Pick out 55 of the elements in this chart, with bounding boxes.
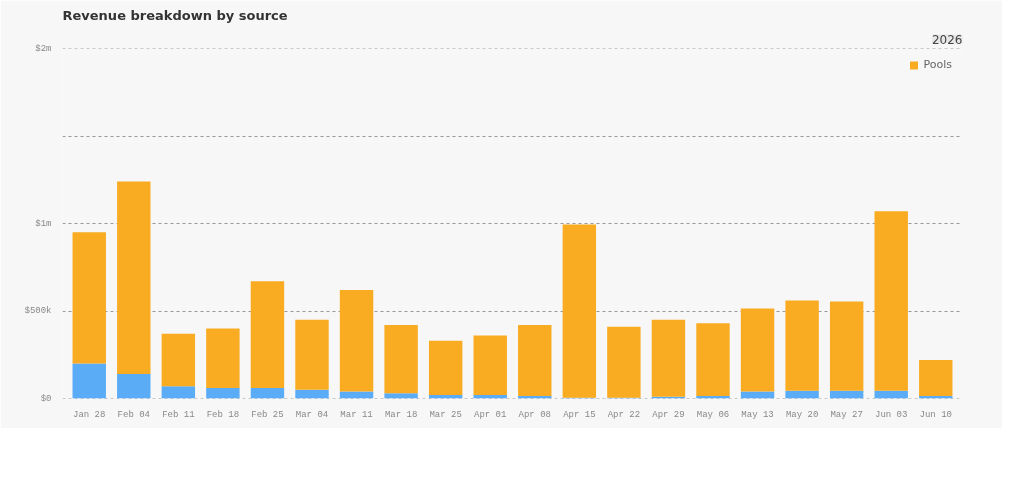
bar [919,360,953,396]
bar [72,363,106,399]
bar [161,333,196,387]
y-tick-label: $0 [40,393,52,404]
x-tick-label: Feb 25 [251,409,284,420]
x-tick-label: May 20 [785,409,819,420]
x-tick-label: Feb 18 [206,409,240,420]
bar [829,301,864,391]
x-tick-label: Apr 22 [607,409,641,420]
chart-title: Revenue breakdown by source [62,7,288,23]
bar [518,325,552,396]
x-tick-label: Mar 25 [429,409,462,420]
x-tick-label: Jun 03 [875,409,908,420]
bar [206,328,240,388]
bar [384,393,418,399]
legend-label: Pools [923,58,952,71]
x-tick-label: Mar 18 [384,409,418,420]
y-tick-label: $2m [35,43,52,54]
bar [295,319,329,390]
x-tick-label: Jan 28 [73,409,106,420]
bar [696,323,730,396]
bar [874,211,908,391]
bar [740,308,775,392]
x-tick-label: Feb 11 [162,409,195,420]
text: 2026 [931,32,963,47]
bar [295,389,329,399]
y-tick-label: $1m [35,218,52,229]
bar [785,300,819,391]
x-tick-label: May 27 [830,409,863,420]
x-tick-label: May 13 [741,409,774,420]
bar [206,388,240,399]
x-tick-label: Mar 04 [295,409,329,420]
x-tick-label: Feb 04 [117,409,150,420]
bar [384,325,418,394]
bar [651,319,686,397]
x-tick-label: Apr 01 [474,409,507,420]
bar [428,340,463,395]
bar [250,388,285,399]
bar [117,374,151,399]
x-tick-label: Apr 15 [563,409,596,420]
x-tick-label: Apr 08 [518,409,551,420]
x-tick-label: Apr 29 [652,409,685,420]
bar [473,335,507,395]
x-tick-label: May 06 [696,409,730,420]
bar [250,281,285,388]
bar [161,386,196,399]
bar [117,181,151,374]
bar [785,390,819,399]
bar [562,224,597,398]
bar [607,326,641,398]
x-tick-label: Jun 10 [919,409,952,420]
bar [339,290,374,392]
bar [72,232,106,364]
x-tick-label: Mar 11 [340,409,373,420]
y-tick-label: $500k [24,306,52,316]
